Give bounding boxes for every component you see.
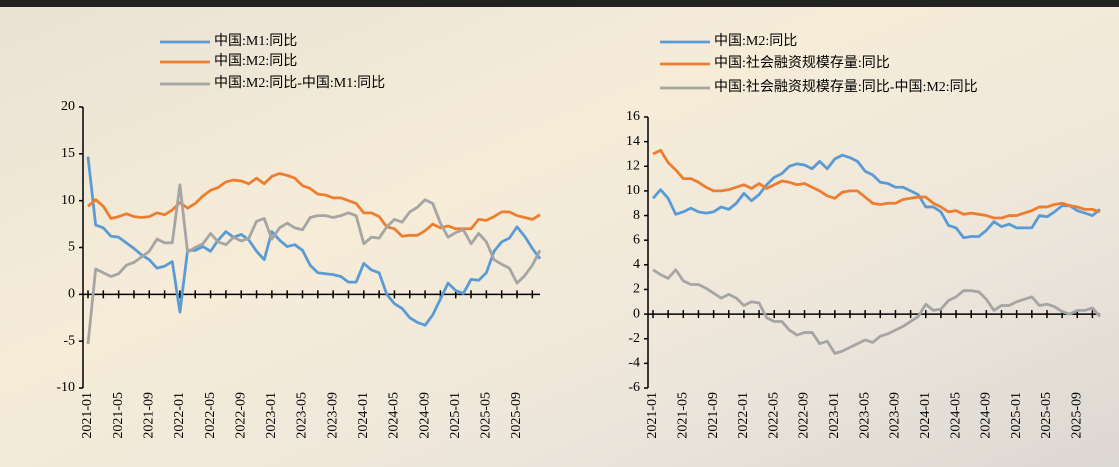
x-tick-label: 2021-05 xyxy=(676,392,691,439)
y-tick-label: 8 xyxy=(633,208,640,223)
x-tick-label: 2022-09 xyxy=(797,392,812,439)
x-tick-label: 2021-05 xyxy=(111,392,126,439)
x-tick-label: 2021-09 xyxy=(706,392,721,439)
y-tick-label: -10 xyxy=(56,380,75,395)
y-tick-label: 0 xyxy=(68,287,75,302)
data-line xyxy=(652,268,1102,355)
data-line xyxy=(87,172,541,238)
x-tick-label: 2023-01 xyxy=(827,392,842,439)
legend-label: 中国:M2:同比-中国:M1:同比 xyxy=(214,75,385,91)
legend-label: 中国:M2:同比 xyxy=(714,33,797,49)
y-tick-label: 2 xyxy=(633,282,640,297)
legend-label: 中国:社会融资规模存量:同比 xyxy=(714,55,890,71)
x-tick-label: 2021-09 xyxy=(142,392,157,439)
x-tick-label: 2024-09 xyxy=(417,392,432,439)
y-tick-label: 16 xyxy=(626,109,640,124)
y-tick-label: 10 xyxy=(626,183,640,198)
y-tick-label: -4 xyxy=(628,356,640,371)
y-tick-label: 10 xyxy=(61,193,75,208)
x-tick-label: 2024-05 xyxy=(948,392,963,439)
y-tick-label: 0 xyxy=(633,306,640,321)
y-tick-label: -2 xyxy=(628,331,640,346)
x-tick-label: 2023-09 xyxy=(325,392,340,439)
x-tick-label: 2023-05 xyxy=(295,392,310,439)
x-tick-label: 2022-09 xyxy=(233,392,248,439)
x-tick-label: 2024-01 xyxy=(356,392,371,439)
legend-label: 中国:M2:同比 xyxy=(214,53,297,69)
y-tick-label: -6 xyxy=(628,380,640,395)
x-tick-label: 2024-05 xyxy=(387,392,402,439)
data-line xyxy=(652,148,1101,220)
y-tick-label: -5 xyxy=(63,333,75,348)
y-tick-label: 20 xyxy=(61,99,75,114)
x-tick-label: 2023-05 xyxy=(857,392,872,439)
x-tick-label: 2025-09 xyxy=(509,392,524,439)
x-tick-label: 2025-09 xyxy=(1069,392,1084,439)
y-tick-label: 4 xyxy=(633,257,640,272)
x-tick-label: 2022-01 xyxy=(172,392,187,439)
data-line xyxy=(86,183,542,345)
y-tick-label: 12 xyxy=(626,158,640,173)
x-tick-label: 2023-01 xyxy=(264,392,279,439)
top-bar xyxy=(0,0,1119,7)
data-line xyxy=(86,156,542,327)
x-tick-label: 2022-05 xyxy=(203,392,218,439)
x-tick-label: 2021-01 xyxy=(80,392,95,439)
x-tick-label: 2021-01 xyxy=(645,392,660,439)
data-line xyxy=(651,153,1101,240)
y-tick-label: 14 xyxy=(626,134,640,149)
x-tick-label: 2025-01 xyxy=(448,392,463,439)
x-tick-label: 2025-05 xyxy=(479,392,494,439)
x-tick-label: 2024-01 xyxy=(918,392,933,439)
x-tick-label: 2023-09 xyxy=(888,392,903,439)
y-tick-label: 5 xyxy=(68,240,75,255)
x-tick-label: 2022-05 xyxy=(766,392,781,439)
x-tick-label: 2025-01 xyxy=(1009,392,1024,439)
x-tick-label: 2024-09 xyxy=(979,392,994,439)
legend-label: 中国:M1:同比 xyxy=(214,33,297,49)
x-tick-label: 2022-01 xyxy=(736,392,751,439)
y-tick-label: 15 xyxy=(61,146,75,161)
legend-label: 中国:社会融资规模存量:同比-中国:M2:同比 xyxy=(714,79,978,95)
x-tick-label: 2025-05 xyxy=(1039,392,1054,439)
y-tick-label: 6 xyxy=(633,232,640,247)
